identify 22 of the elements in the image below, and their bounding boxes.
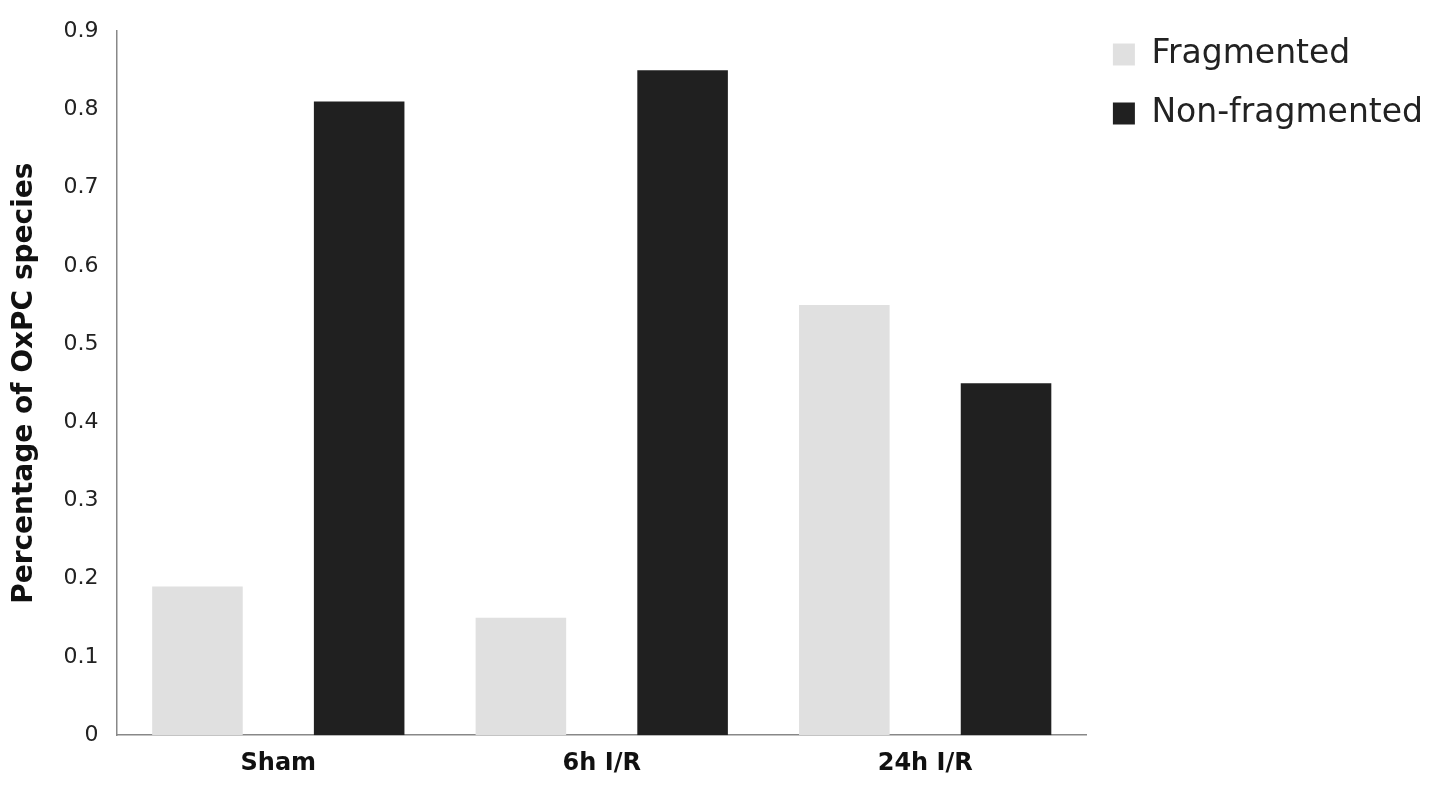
y-tick-label: 0 xyxy=(84,720,99,746)
y-tick-label: 0.2 xyxy=(63,564,99,590)
legend-label: Non-fragmented xyxy=(1151,91,1423,131)
bar xyxy=(637,70,728,736)
y-tick-label: 0.7 xyxy=(63,173,99,199)
x-tick-label: 24h I/R xyxy=(877,747,973,776)
y-tick-label: 0.8 xyxy=(63,95,99,121)
bar xyxy=(960,383,1052,736)
y-tick-label: 0.1 xyxy=(63,642,99,668)
bar xyxy=(475,617,567,736)
bar xyxy=(799,304,890,736)
x-tick-label: Sham xyxy=(240,747,317,776)
y-tick-label: 0.3 xyxy=(63,486,99,512)
bar xyxy=(152,586,243,736)
legend-label: Fragmented xyxy=(1151,32,1351,72)
x-tick-label: 6h I/R xyxy=(562,747,641,776)
y-tick-label: 0.9 xyxy=(63,16,99,42)
y-tick-label: 0.6 xyxy=(63,251,99,277)
y-axis-title: Percentage of OxPC species xyxy=(6,162,40,604)
bar xyxy=(313,101,405,736)
y-tick-label: 0.4 xyxy=(63,408,99,434)
y-tick-label: 0.5 xyxy=(63,329,99,355)
